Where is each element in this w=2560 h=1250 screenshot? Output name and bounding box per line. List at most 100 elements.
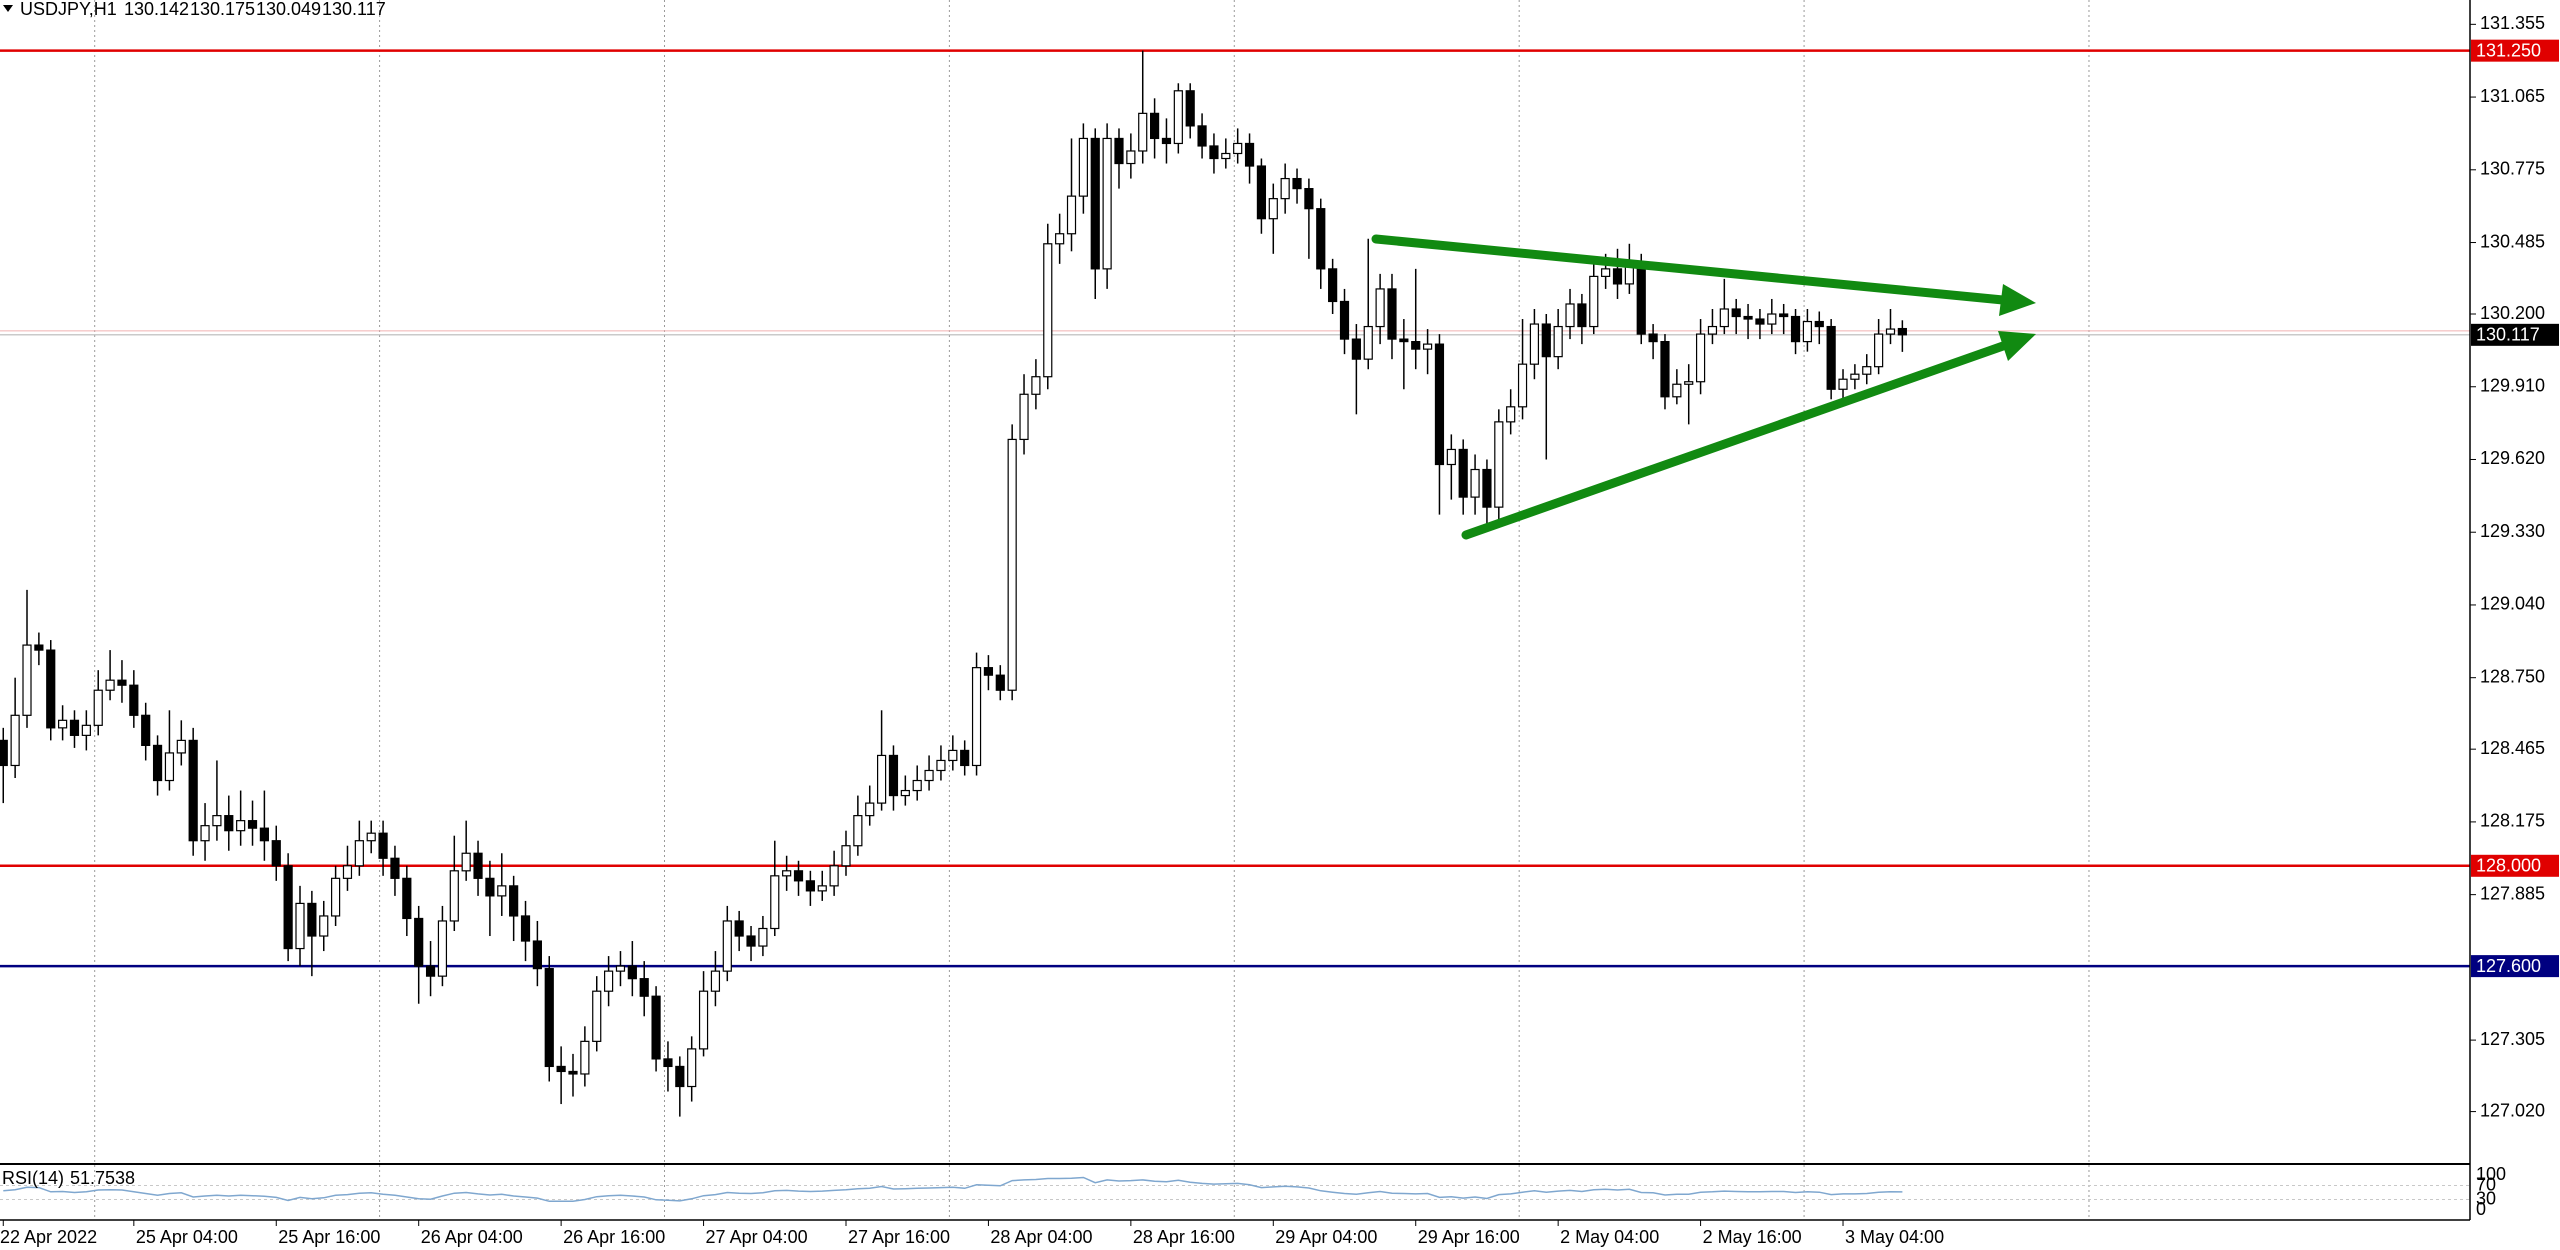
candle-body [1399, 338, 1409, 343]
indicator-name: RSI(14) [2, 1168, 64, 1188]
candle-body [1019, 393, 1029, 441]
candle-body [212, 815, 222, 827]
candle-body [117, 679, 127, 686]
rsi-line [3, 1176, 1903, 1203]
close-value: 130.117 [322, 0, 386, 19]
candle-body [81, 724, 91, 736]
y-tick-label: 128.175 [2480, 811, 2545, 831]
candle-body [1031, 376, 1041, 395]
candle-body [1838, 378, 1848, 390]
candle-body [247, 820, 258, 829]
candle-body [497, 885, 507, 897]
rsi-tick-label: 70 [2476, 1174, 2496, 1194]
x-tick-label: 2 May 04:00 [1560, 1227, 1659, 1247]
candle-body [1411, 341, 1421, 350]
candle-body [129, 684, 139, 716]
candle-body [1802, 320, 1813, 343]
candle-body [829, 865, 839, 887]
candle-body [1636, 263, 1646, 335]
candle-body [1577, 303, 1587, 328]
candle-body [473, 852, 483, 879]
candle-body [592, 990, 602, 1042]
candle-body [1138, 112, 1148, 152]
candle-body [236, 820, 246, 832]
candle-body [1173, 90, 1183, 145]
candle-body [1244, 142, 1255, 167]
candles [0, 50, 1907, 1203]
candle-body [912, 779, 922, 792]
candle-body [1055, 233, 1065, 245]
candle-body [924, 769, 934, 782]
rsi-tick-label: 0 [2476, 1199, 2486, 1219]
candle-body [34, 644, 44, 651]
candle-body [1066, 195, 1077, 235]
y-tick-label: 129.620 [2480, 448, 2545, 468]
candle-body [568, 1070, 578, 1075]
x-tick-label: 27 Apr 04:00 [706, 1227, 808, 1247]
candle-body [687, 1048, 697, 1088]
candle-body [1363, 325, 1373, 360]
rsi-tick-label: 100 [2476, 1164, 2506, 1184]
candle-body [1541, 323, 1551, 358]
candle-body [1185, 90, 1195, 127]
candle-body [188, 739, 198, 842]
x-tick-label: 2 May 16:00 [1703, 1227, 1802, 1247]
candle-body [746, 935, 756, 947]
candle-body [402, 877, 412, 920]
level-label-bg [2471, 39, 2559, 62]
y-tick-label: 130.200 [2480, 303, 2545, 323]
x-tick-label: 29 Apr 16:00 [1418, 1227, 1520, 1247]
candle-body [509, 885, 519, 917]
candle-body [520, 915, 531, 942]
trend-arrows [1371, 234, 2036, 540]
level-label-bg [2471, 854, 2559, 877]
candle-body [793, 870, 804, 882]
candle-body [307, 902, 317, 937]
candle-body [556, 1065, 566, 1073]
candle-body [1850, 373, 1860, 380]
candle-body [888, 754, 899, 797]
candle-body [1078, 137, 1088, 197]
candle-body [1292, 177, 1302, 190]
candle-body [758, 927, 768, 947]
candle-body [152, 744, 163, 782]
x-tick-label: 22 Apr 2022 [0, 1227, 97, 1247]
x-tick-label: 25 Apr 16:00 [278, 1227, 380, 1247]
x-tick-label: 26 Apr 04:00 [421, 1227, 523, 1247]
candle-body [46, 649, 56, 729]
candle-body [1494, 421, 1504, 508]
candle-body [615, 965, 626, 972]
lower-trendline [1461, 341, 2008, 540]
candle-body [1790, 315, 1801, 343]
level-label: 131.250 [2476, 40, 2541, 60]
header: USDJPY,H1 130.142 130.175 130.049 130.11… [3, 0, 386, 19]
rsi-tick-label: 30 [2476, 1188, 2496, 1208]
candle-body [675, 1065, 685, 1088]
candle-body [176, 739, 186, 754]
y-tick-label: 129.330 [2480, 521, 2545, 541]
candle-body [449, 870, 459, 922]
candle-body [1719, 308, 1729, 328]
candle-body [1090, 137, 1100, 270]
candle-body [1280, 177, 1290, 200]
candle-body [366, 832, 376, 842]
candle-body [1470, 468, 1480, 498]
y-tick-label: 128.750 [2480, 666, 2545, 686]
upper-trendline [1371, 234, 2008, 305]
arrow-head [1998, 331, 2036, 361]
candle-body [1684, 381, 1694, 385]
candle-body [1446, 448, 1456, 466]
candle-body [841, 845, 851, 867]
candle-body [1589, 275, 1599, 328]
candle-body [770, 875, 780, 930]
levels [0, 49, 2470, 968]
candle-body [604, 970, 614, 992]
level-label: 128.000 [2476, 856, 2541, 876]
candle-body [259, 827, 269, 842]
candle-body [342, 865, 353, 879]
candle-body [651, 995, 661, 1060]
candle-body [414, 917, 424, 967]
candle-body [141, 714, 151, 747]
